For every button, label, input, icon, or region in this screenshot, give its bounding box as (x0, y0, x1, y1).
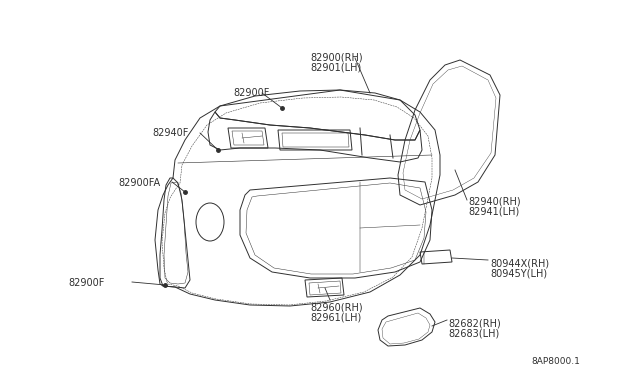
Text: 8AP8000.1: 8AP8000.1 (531, 357, 580, 366)
Text: 82900(RH): 82900(RH) (310, 52, 363, 62)
Text: 80944X(RH): 80944X(RH) (490, 258, 549, 268)
Text: 82682(RH): 82682(RH) (448, 318, 500, 328)
Text: 80945Y(LH): 80945Y(LH) (490, 269, 547, 279)
Text: 82900F: 82900F (233, 88, 269, 98)
Text: 82940(RH): 82940(RH) (468, 196, 520, 206)
Text: 82961(LH): 82961(LH) (310, 313, 361, 323)
Text: 82683(LH): 82683(LH) (448, 329, 499, 339)
Text: 82900FA: 82900FA (118, 178, 160, 188)
Text: 82941(LH): 82941(LH) (468, 207, 519, 217)
Text: 82900F: 82900F (68, 278, 104, 288)
Text: 82940F: 82940F (152, 128, 188, 138)
Text: 82960(RH): 82960(RH) (310, 302, 363, 312)
Text: 82901(LH): 82901(LH) (310, 63, 361, 73)
